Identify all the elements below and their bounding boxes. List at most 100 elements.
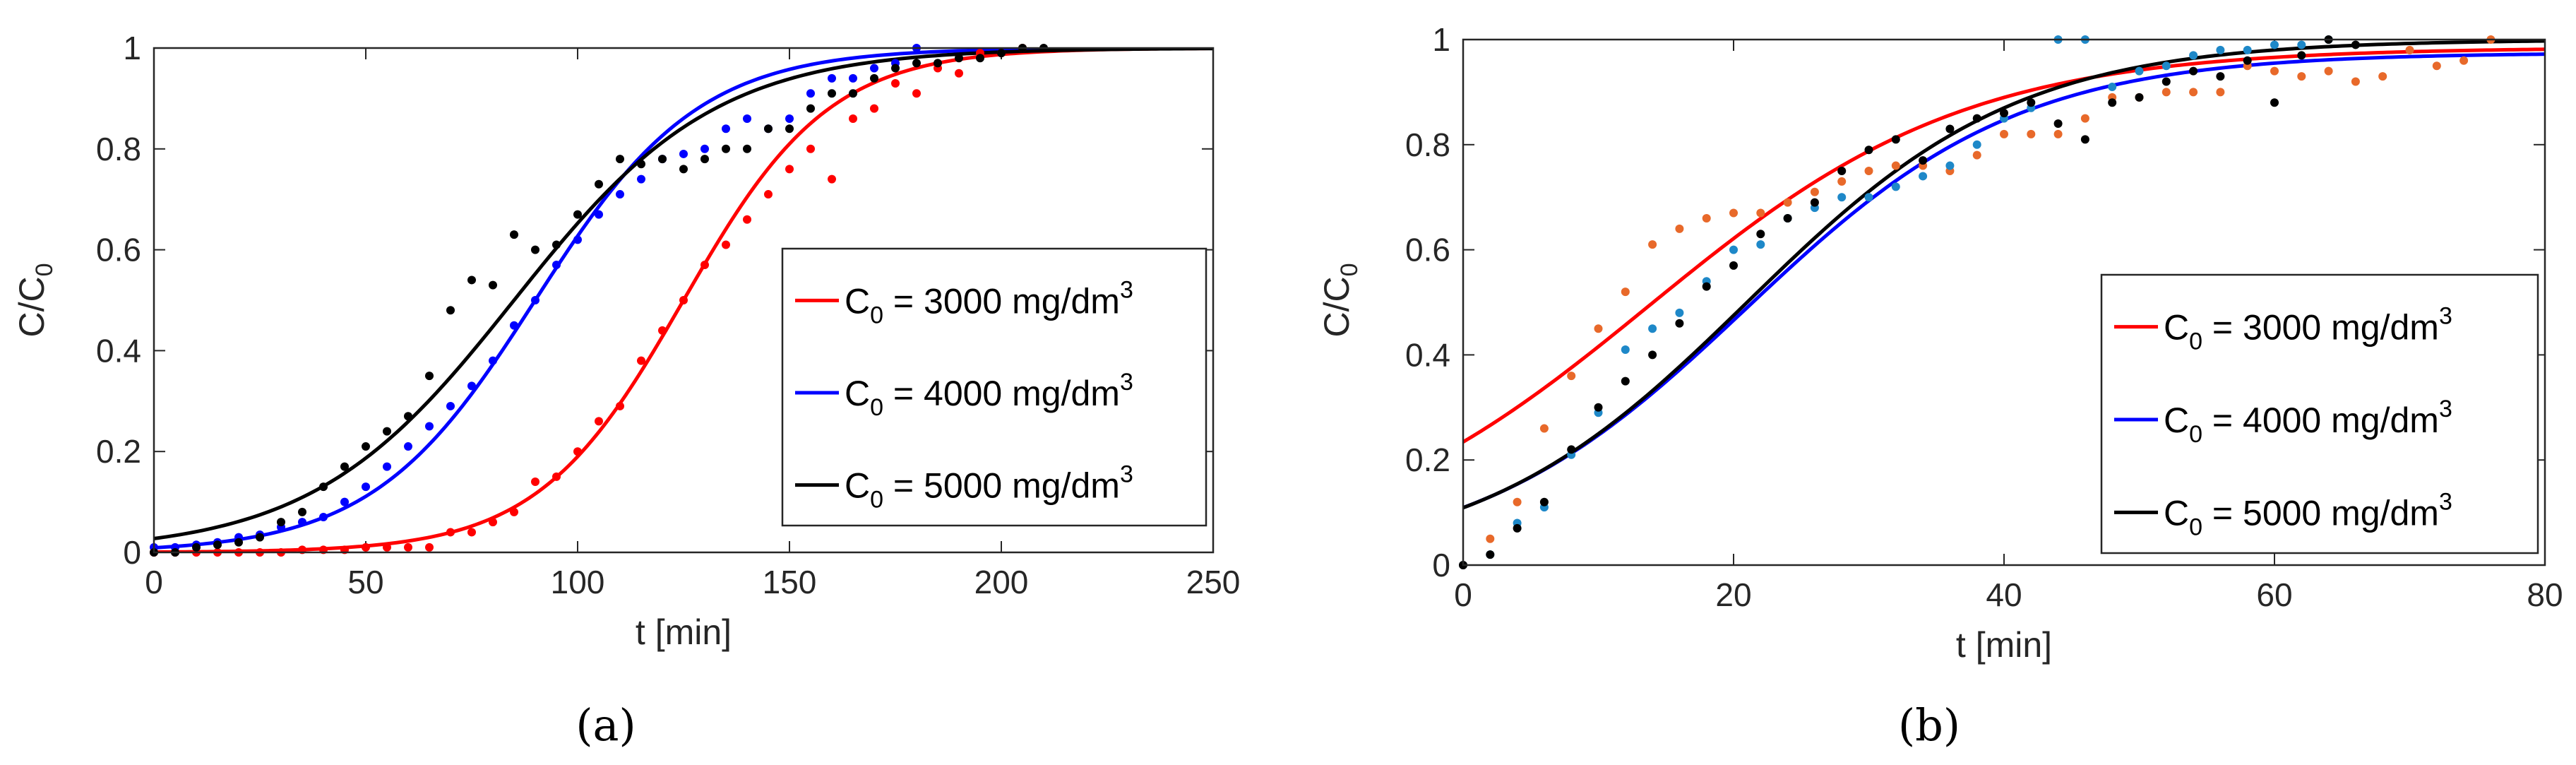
data-point-4000 xyxy=(1675,308,1684,317)
data-point-5000 xyxy=(552,240,561,249)
data-point-3000 xyxy=(849,114,857,123)
data-point-5000 xyxy=(1702,282,1711,291)
y-axis-label: C/C0 xyxy=(12,263,58,337)
data-point-3000 xyxy=(467,528,476,537)
x-tick-label: 0 xyxy=(1454,576,1472,613)
axes-box xyxy=(1462,38,2546,567)
data-point-5000 xyxy=(573,210,582,219)
data-point-5000 xyxy=(2270,98,2279,107)
legend-label-sub: 0 xyxy=(870,394,883,421)
data-point-4000 xyxy=(616,190,624,199)
data-point-4000 xyxy=(552,261,561,270)
data-point-5000 xyxy=(912,59,921,68)
legend-label-5000: C0 = 5000 mg/dm3 xyxy=(2164,488,2452,540)
data-point-5000 xyxy=(806,104,815,113)
data-point-3000 xyxy=(1729,208,1738,218)
data-point-4000 xyxy=(806,89,815,98)
data-point-5000 xyxy=(2027,98,2036,107)
legend-label-mid: = 4000 mg/dm xyxy=(883,374,1120,413)
data-point-3000 xyxy=(1864,167,1873,175)
data-point-5000 xyxy=(213,540,222,550)
data-point-5000 xyxy=(955,54,963,63)
panel-label: (b) xyxy=(1898,699,1960,751)
data-point-4000 xyxy=(722,124,730,134)
data-point-3000 xyxy=(2000,129,2008,138)
y-tick-label: 0.2 xyxy=(96,433,141,470)
y-tick-label: 0.4 xyxy=(96,332,141,369)
data-point-3000 xyxy=(2189,88,2198,97)
fit-curve-3000 xyxy=(1463,47,2545,444)
data-point-3000 xyxy=(828,174,836,184)
data-point-3000 xyxy=(1486,534,1495,543)
data-point-3000 xyxy=(912,89,921,98)
legend-label-mid: = 4000 mg/dm xyxy=(2202,401,2439,440)
fit-curve-5000 xyxy=(1463,40,2545,510)
data-point-5000 xyxy=(383,427,391,436)
data-point-3000 xyxy=(785,165,794,174)
data-point-3000 xyxy=(552,472,561,481)
x-tick-label: 60 xyxy=(2256,576,2292,613)
data-point-5000 xyxy=(2189,66,2198,76)
data-point-4000 xyxy=(1621,345,1630,354)
data-point-3000 xyxy=(2351,77,2360,86)
data-point-5000 xyxy=(531,245,539,254)
data-point-4000 xyxy=(1864,193,1873,202)
data-point-5000 xyxy=(234,538,243,547)
data-point-5000 xyxy=(997,49,1006,58)
legend-label-prefix: C xyxy=(2164,401,2189,440)
data-point-5000 xyxy=(2080,135,2089,144)
data-point-4000 xyxy=(595,210,603,219)
data-point-4000 xyxy=(2161,61,2171,71)
legend-label-sup: 3 xyxy=(1120,369,1133,396)
data-point-3000 xyxy=(595,417,603,426)
data-point-3000 xyxy=(1837,177,1847,186)
data-point-5000 xyxy=(658,155,667,164)
data-point-5000 xyxy=(1539,497,1549,506)
y-tick-label: 1 xyxy=(123,30,141,66)
data-point-4000 xyxy=(531,296,539,304)
data-point-3000 xyxy=(425,542,434,552)
data-point-4000 xyxy=(849,73,857,83)
data-point-4000 xyxy=(467,381,476,391)
legend-label-4000: C0 = 4000 mg/dm3 xyxy=(2164,396,2452,448)
data-point-3000 xyxy=(658,326,667,335)
legend-label-5000: C0 = 5000 mg/dm3 xyxy=(845,461,1133,514)
data-point-4000 xyxy=(510,321,518,330)
y-tick-label: 0.8 xyxy=(96,131,141,167)
data-point-5000 xyxy=(828,89,836,98)
data-point-4000 xyxy=(2108,82,2117,91)
data-point-3000 xyxy=(489,518,497,527)
data-point-5000 xyxy=(934,59,942,68)
data-point-4000 xyxy=(679,149,688,158)
x-tick-label: 200 xyxy=(974,564,1029,600)
data-point-5000 xyxy=(2108,98,2117,107)
data-point-4000 xyxy=(785,114,794,123)
legend-label-sup: 3 xyxy=(1120,276,1133,303)
data-point-5000 xyxy=(679,165,688,174)
legend-label-sub: 0 xyxy=(870,302,883,328)
data-point-5000 xyxy=(1513,523,1522,533)
data-point-3000 xyxy=(362,542,370,552)
data-point-3000 xyxy=(2459,56,2469,65)
data-point-5000 xyxy=(1675,319,1684,328)
data-point-3000 xyxy=(2432,61,2441,71)
data-point-3000 xyxy=(2027,129,2036,138)
data-point-4000 xyxy=(1972,140,1981,149)
data-point-5000 xyxy=(2135,93,2144,102)
data-point-5000 xyxy=(362,442,370,451)
y-axis-label-sub: 0 xyxy=(31,263,58,276)
data-point-5000 xyxy=(1594,403,1603,412)
data-point-3000 xyxy=(2270,66,2279,76)
data-point-5000 xyxy=(722,144,730,153)
data-point-3000 xyxy=(1702,213,1711,223)
data-point-4000 xyxy=(2216,45,2225,54)
y-tick-label: 0 xyxy=(123,534,141,571)
legend-label-sup: 3 xyxy=(2439,396,2452,422)
data-point-4000 xyxy=(637,174,645,184)
data-point-5000 xyxy=(510,230,518,239)
data-point-5000 xyxy=(1729,261,1738,270)
data-point-5000 xyxy=(2216,72,2225,81)
y-tick-label: 0.2 xyxy=(1405,441,1450,478)
data-point-5000 xyxy=(870,73,878,83)
